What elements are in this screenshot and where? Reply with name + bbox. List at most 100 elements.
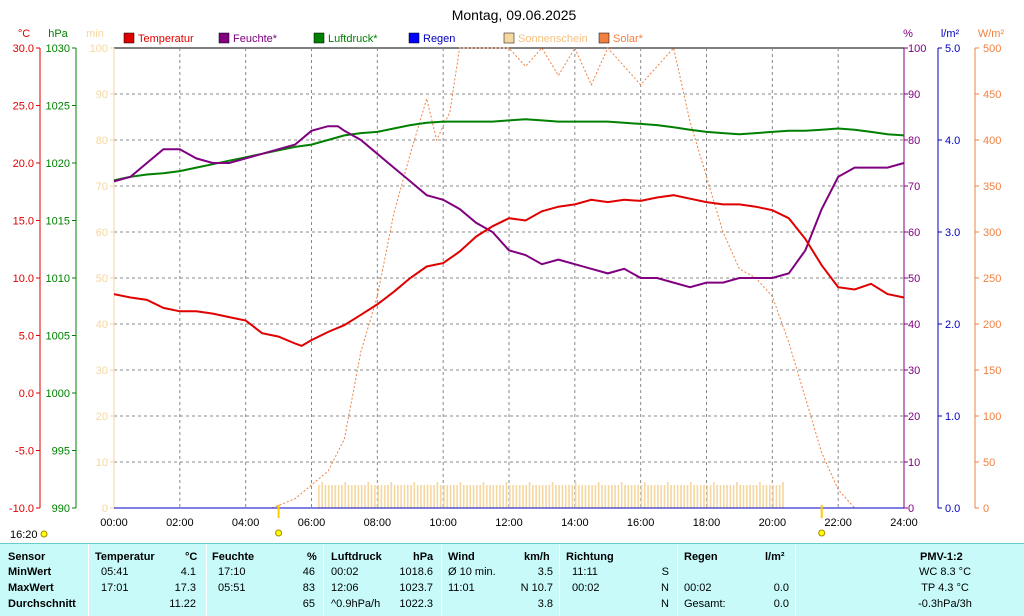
sunshine-bar <box>499 485 501 508</box>
temp-tick-label: 25.0 <box>13 101 34 113</box>
sunshine-bar <box>765 485 768 508</box>
sunshine-bar <box>551 482 554 508</box>
header-hum: Feuchte <box>212 551 255 563</box>
sunshine-bar <box>367 482 370 508</box>
stat-t-val: 17.3 <box>174 582 196 594</box>
current-time-dot <box>40 530 48 538</box>
sunshine-bar <box>476 485 478 508</box>
sunshine-bar <box>561 485 564 508</box>
current-time-label: 16:20 <box>10 529 38 541</box>
sunshine-bar <box>380 485 383 508</box>
pressure-tick-label: 1005 <box>46 331 70 343</box>
sunshine-bar <box>571 485 574 508</box>
pressure-tick-label: 1015 <box>46 216 70 228</box>
sunshine-tick-label: 40 <box>96 319 108 331</box>
sunshine-bar <box>522 485 524 508</box>
temp-tick-label: 30.0 <box>13 43 34 55</box>
stat-label: MinWert <box>8 566 52 578</box>
sunshine-bar <box>525 485 528 508</box>
sunshine-bar <box>574 482 577 508</box>
sunshine-bar <box>532 485 534 508</box>
sunshine-bar <box>696 485 699 508</box>
sunshine-bar <box>439 485 442 508</box>
stat-r-time: 00:02 <box>684 582 712 594</box>
header-rain-unit: l/m² <box>765 551 785 563</box>
header-rain: Regen <box>684 551 718 563</box>
sunshine-bar <box>433 485 435 508</box>
sunshine-bar <box>670 485 672 508</box>
sunshine-bar <box>351 485 353 508</box>
stat-w-val: N 10.7 <box>520 582 553 594</box>
x-tick-label: 20:00 <box>759 517 787 529</box>
pressure-tick-label: 1025 <box>46 101 70 113</box>
solar-tick-label: 300 <box>983 227 1001 239</box>
sunshine-bar <box>657 485 659 508</box>
sunrise-icon <box>275 529 283 537</box>
sunshine-bar <box>413 482 416 508</box>
sunshine-bar <box>601 485 603 508</box>
x-tick-label: 18:00 <box>693 517 721 529</box>
legend: Temperatur Feuchte* Luftdruck* Regen Sonnens… <box>123 32 644 45</box>
sunshine-bar <box>436 482 439 508</box>
stat-p-time: 12:06 <box>331 582 359 594</box>
stats-table: Sensor Temperatur °C Feuchte % Luftdruck… <box>0 543 1024 616</box>
sunshine-bar <box>690 482 692 508</box>
sunshine-bar <box>426 485 429 508</box>
sunshine-bar <box>676 485 679 508</box>
sunshine-bar <box>337 485 340 508</box>
chart-title: Montag, 09.06.2025 <box>452 7 577 23</box>
sunshine-bar <box>406 485 409 508</box>
sunshine-bar <box>420 485 422 508</box>
sunshine-bar <box>647 485 649 508</box>
sunshine-bar <box>591 485 593 508</box>
rain-tick-label: 3.0 <box>945 227 960 239</box>
sunshine-bar <box>387 485 389 508</box>
temp-tick-label: 5.0 <box>19 331 34 343</box>
pressure-unit-label: hPa <box>48 28 68 40</box>
x-tick-label: 16:00 <box>627 517 655 529</box>
temp-unit-label: °C <box>18 28 30 40</box>
sunshine-bar <box>374 485 376 508</box>
sunshine-bar <box>594 485 597 508</box>
sunshine-bar <box>706 485 709 508</box>
pressure-tick-label: 1010 <box>46 273 70 285</box>
stat-pmv: WC 8.3 °C <box>918 566 972 578</box>
sunshine-bar <box>321 482 323 508</box>
sunshine-bar <box>462 485 465 508</box>
sunshine-bar <box>403 485 406 508</box>
temp-tick-label: 15.0 <box>13 216 34 228</box>
solar-tick-label: 150 <box>983 365 1001 377</box>
sunshine-bar <box>716 485 718 508</box>
sunshine-bar <box>752 485 755 508</box>
sunshine-bar <box>344 482 347 508</box>
legend-swatch <box>123 32 135 44</box>
header-temp-unit: °C <box>185 551 198 563</box>
sunshine-bar <box>347 485 350 508</box>
sunshine-bar <box>393 485 396 508</box>
sunshine-bar <box>611 485 613 508</box>
stat-d-val: N <box>661 598 669 610</box>
sunshine-bar <box>667 482 669 508</box>
sunshine-bar <box>640 485 643 508</box>
sunshine-bar <box>713 482 715 508</box>
sunshine-bar <box>324 485 327 508</box>
legend-label: Luftdruck* <box>328 33 378 45</box>
series-temperatur-line <box>113 194 905 348</box>
stat-label: MaxWert <box>8 582 54 594</box>
solar-tick-label: 350 <box>983 181 1001 193</box>
sunshine-bar <box>354 485 356 508</box>
stat-p-time: ^0.9hPa/h <box>331 598 381 610</box>
sunshine-bar <box>581 485 584 508</box>
solar-tick-label: 0 <box>983 503 989 515</box>
sunshine-bar <box>742 485 745 508</box>
sunshine-bar <box>568 485 570 508</box>
markers: 16:20 <box>10 505 826 541</box>
sunshine-bar <box>746 485 748 508</box>
header-wind-unit: km/h <box>524 551 550 563</box>
temp-tick-label: -10.0 <box>9 503 34 515</box>
sunshine-bar <box>617 485 620 508</box>
stat-d-time: 00:02 <box>572 582 600 594</box>
sunshine-bar <box>492 485 495 508</box>
rain-unit-label: l/m² <box>941 28 960 40</box>
header-pmv: PMV-1:2 <box>920 551 963 563</box>
